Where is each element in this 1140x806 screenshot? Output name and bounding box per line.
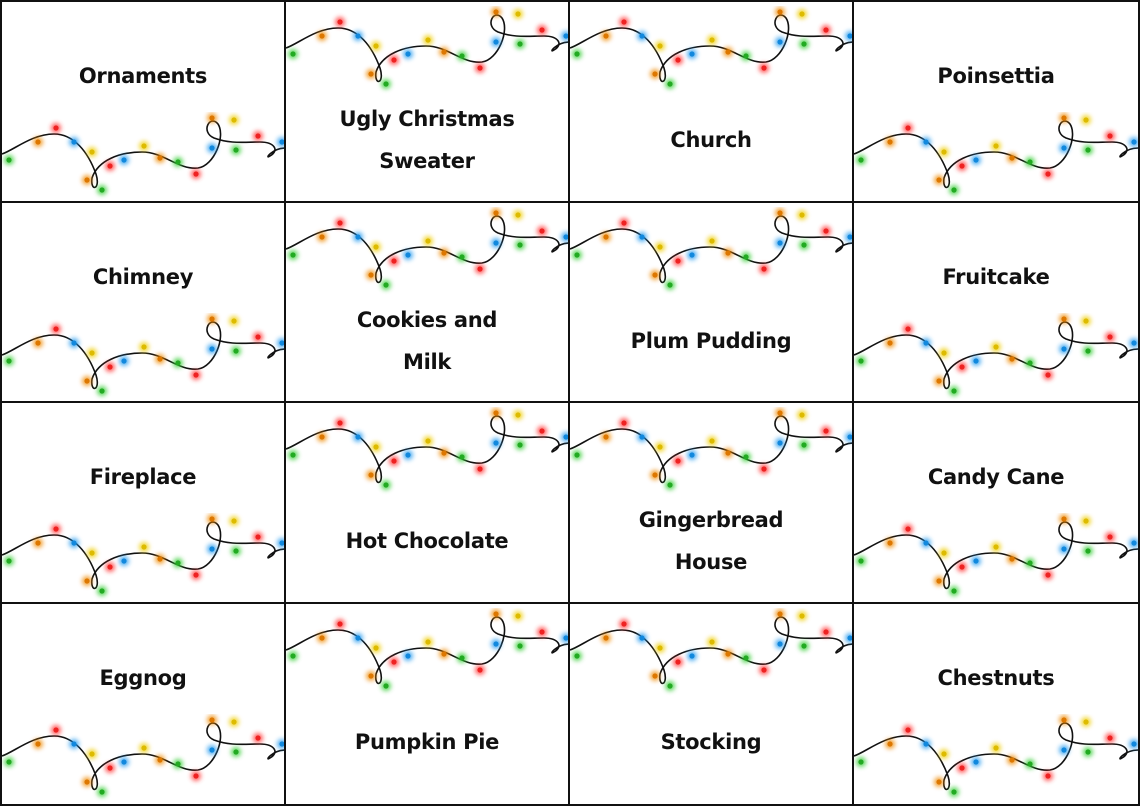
string-lights <box>570 207 854 302</box>
lights-graphic <box>854 715 1138 797</box>
card: Chestnuts <box>854 604 1138 805</box>
card-label: Stocking <box>660 729 762 754</box>
card: Gingerbread House <box>570 403 854 604</box>
card: Cookies and Milk <box>286 202 570 403</box>
card-label: Church <box>670 128 752 152</box>
card: Candy Cane <box>854 403 1138 604</box>
card-label: Chestnuts <box>937 665 1055 690</box>
card-label: Plum Pudding <box>630 328 792 353</box>
card: Plum Pudding <box>570 202 854 403</box>
string-lights <box>2 513 286 604</box>
lights-graphic <box>286 609 570 691</box>
string-lights <box>286 207 570 302</box>
string-lights <box>854 112 1138 203</box>
string-lights <box>286 6 570 101</box>
card-label: Fireplace <box>89 465 197 489</box>
string-lights <box>2 112 286 203</box>
card-label: Ornaments <box>78 64 208 88</box>
card: Hot Chocolate <box>286 403 570 604</box>
card-label: Pumpkin Pie <box>354 729 500 754</box>
lights-graphic <box>570 408 854 490</box>
card-label: Candy Cane <box>927 465 1065 489</box>
string-lights <box>570 608 854 703</box>
string-lights <box>2 313 286 404</box>
card: Ornaments <box>2 2 286 203</box>
lights-graphic <box>286 208 570 290</box>
lights-graphic <box>570 609 854 691</box>
card-label: Fruitcake <box>942 264 1050 289</box>
card-label: Hot Chocolate <box>345 529 509 553</box>
lights-graphic <box>570 7 854 89</box>
lights-graphic <box>854 113 1138 195</box>
card: Fireplace <box>2 403 286 604</box>
card-label: Ugly Christmas Sweater <box>339 107 515 173</box>
lights-graphic <box>286 7 570 89</box>
lights-graphic <box>2 514 286 596</box>
lights-graphic <box>286 408 570 490</box>
string-lights <box>286 407 570 502</box>
card-label: Chimney <box>92 264 194 289</box>
string-lights <box>854 714 1138 805</box>
lights-graphic <box>2 113 286 195</box>
card-label: Eggnog <box>99 665 187 690</box>
card: Poinsettia <box>854 2 1138 203</box>
card: Eggnog <box>2 603 286 805</box>
lights-graphic <box>2 314 286 396</box>
card: Fruitcake <box>854 203 1138 404</box>
string-lights <box>854 313 1138 404</box>
card: Pumpkin Pie <box>286 603 570 804</box>
string-lights <box>2 714 286 805</box>
lights-graphic <box>2 715 286 797</box>
lights-graphic <box>854 314 1138 396</box>
card-label: Cookies and Milk <box>356 307 498 374</box>
card-label: Gingerbread House <box>638 508 784 574</box>
lights-graphic <box>854 514 1138 596</box>
string-lights <box>854 513 1138 604</box>
card: Chimney <box>2 202 286 404</box>
string-lights <box>570 6 854 101</box>
card: Church <box>570 2 854 203</box>
card-label: Poinsettia <box>937 64 1055 88</box>
string-lights <box>570 407 854 502</box>
string-lights <box>286 608 570 703</box>
card: Stocking <box>570 603 854 804</box>
lights-graphic <box>570 208 854 290</box>
card: Ugly Christmas Sweater <box>286 2 570 203</box>
